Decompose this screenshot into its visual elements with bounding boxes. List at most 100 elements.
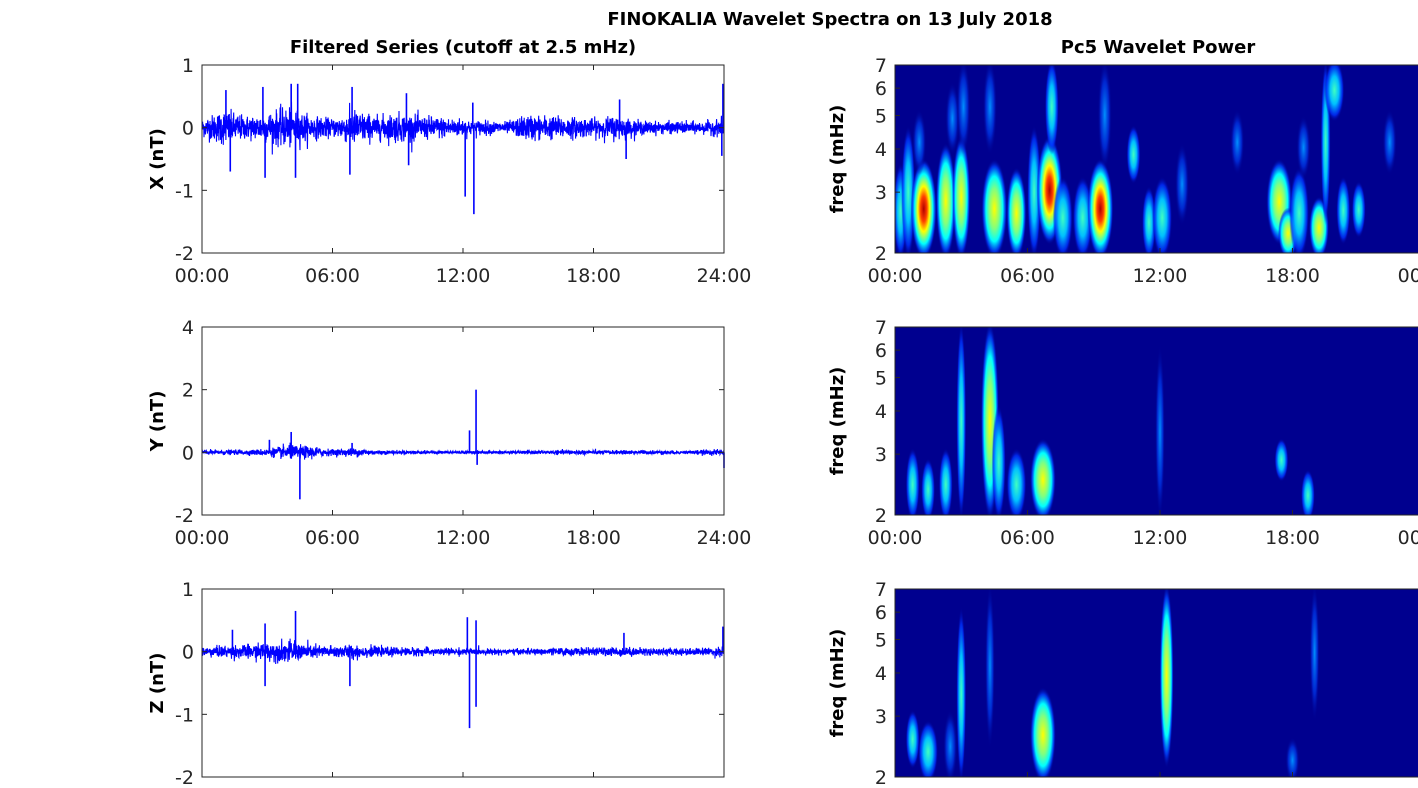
plot-area [202, 327, 724, 515]
power-blob [938, 448, 953, 515]
y-tick-label: 6 [875, 78, 887, 100]
line-panel-3: 1 0 -1 -2 Z (nT) [147, 579, 725, 788]
y-axis-label: freq (mHz) [827, 629, 848, 738]
plot-area [202, 589, 724, 777]
power-blob [956, 327, 967, 515]
y-tick-label: 5 [875, 105, 887, 127]
y-axis-label: freq (mHz) [827, 105, 848, 214]
power-blob [921, 458, 936, 515]
y-tick-label: 6 [875, 602, 887, 624]
y-tick-label: 3 [875, 182, 887, 204]
power-blob [1152, 176, 1173, 253]
y-tick-label: -1 [175, 180, 194, 202]
power-blob [1126, 125, 1141, 184]
power-blob [1274, 438, 1289, 482]
power-blob [1044, 65, 1059, 155]
power-blob [1155, 344, 1165, 515]
power-blob [935, 142, 956, 253]
power-blob [1230, 109, 1245, 176]
x-tick-label: 00:00 [868, 265, 923, 287]
y-axis-label: Y (nT) [147, 391, 168, 453]
line-panel-2: 4 2 0 -200:00 06:00 12:00 18:00 24:00 Y (nT) [147, 317, 751, 549]
y-tick-label: 0 [182, 118, 194, 140]
power-blob [956, 606, 967, 777]
y-tick-label: -2 [175, 243, 194, 265]
left-column-title: Filtered Series (cutoff at 2.5 mHz) [290, 37, 636, 58]
power-blob [991, 404, 1006, 515]
x-tick-label: 00:00 [868, 527, 923, 549]
power-blob [918, 720, 939, 777]
heatmap-panel-3: 76 5 4 3 2 freq (mHz) [827, 579, 1418, 788]
power-blob [985, 589, 995, 750]
x-tick-label: 06:00 [1000, 265, 1055, 287]
x-tick-label: 12:00 [436, 527, 491, 549]
x-tick-label: 24:00 [697, 265, 752, 287]
heatmap-background [895, 589, 1418, 777]
y-tick-label: 2 [875, 243, 887, 265]
x-tick-label: 00:00 [175, 527, 230, 549]
x-tick-label: 12:00 [436, 265, 491, 287]
y-tick-label: 1 [182, 579, 194, 601]
power-blob [982, 65, 997, 155]
y-tick-label: -1 [175, 704, 194, 726]
power-blob [956, 65, 971, 155]
power-blob [912, 109, 927, 176]
y-tick-label: 5 [875, 367, 887, 389]
y-tick-label: 0 [182, 642, 194, 664]
y-tick-label: 5 [875, 629, 887, 651]
power-blob [1006, 448, 1027, 515]
y-tick-label: 7 [875, 55, 887, 77]
power-blob [1072, 176, 1093, 253]
power-blob [1006, 167, 1027, 253]
power-blob [1382, 109, 1397, 176]
power-blob [981, 158, 1008, 253]
x-tick-label: 24:00 [697, 527, 752, 549]
x-tick-label: 12:00 [1133, 265, 1188, 287]
power-blob [1052, 176, 1073, 253]
series-line [201, 442, 725, 460]
power-blob [1175, 142, 1190, 226]
x-tick-label: 00:00 [1398, 527, 1418, 549]
power-blob [1087, 158, 1114, 253]
y-tick-label: 3 [875, 706, 887, 728]
x-tick-label: 12:00 [1133, 527, 1188, 549]
power-blob [1029, 438, 1056, 515]
power-blob [1097, 65, 1112, 171]
power-blob [1289, 167, 1310, 253]
x-tick-label: 06:00 [1000, 527, 1055, 549]
y-tick-label: 6 [875, 340, 887, 362]
power-blob [945, 82, 960, 155]
power-blob [1029, 687, 1056, 777]
heatmap-area [895, 327, 1418, 515]
power-blob [1300, 469, 1315, 515]
x-tick-label: 18:00 [1265, 265, 1320, 287]
power-blob [1159, 589, 1174, 769]
power-blob [905, 448, 920, 515]
y-tick-label: -2 [175, 767, 194, 788]
plot-area [202, 65, 724, 253]
x-tick-label: 18:00 [1265, 527, 1320, 549]
power-blob [1309, 589, 1320, 723]
y-axis-label: X (nT) [147, 128, 168, 190]
power-blob [910, 158, 937, 253]
y-tick-label: 2 [875, 767, 887, 788]
series-line [201, 101, 725, 155]
y-tick-label: 4 [875, 139, 887, 161]
y-tick-label: 2 [182, 380, 194, 402]
y-tick-label: 4 [182, 317, 194, 339]
figure-title: FINOKALIA Wavelet Spectra on 13 July 201… [607, 9, 1052, 30]
x-tick-label: 18:00 [566, 265, 621, 287]
y-tick-label: 4 [875, 401, 887, 423]
x-tick-label: 06:00 [305, 527, 360, 549]
line-panel-1: 1 0 -1 -200:00 06:00 12:00 18:00 24:00 X (nT) [147, 55, 751, 287]
heatmap-area [895, 589, 1418, 777]
power-blob [952, 135, 971, 253]
y-tick-label: 1 [182, 55, 194, 77]
power-blob [1324, 65, 1345, 122]
power-blob [943, 710, 958, 777]
power-blob [1336, 176, 1351, 245]
power-blob [1285, 737, 1300, 777]
